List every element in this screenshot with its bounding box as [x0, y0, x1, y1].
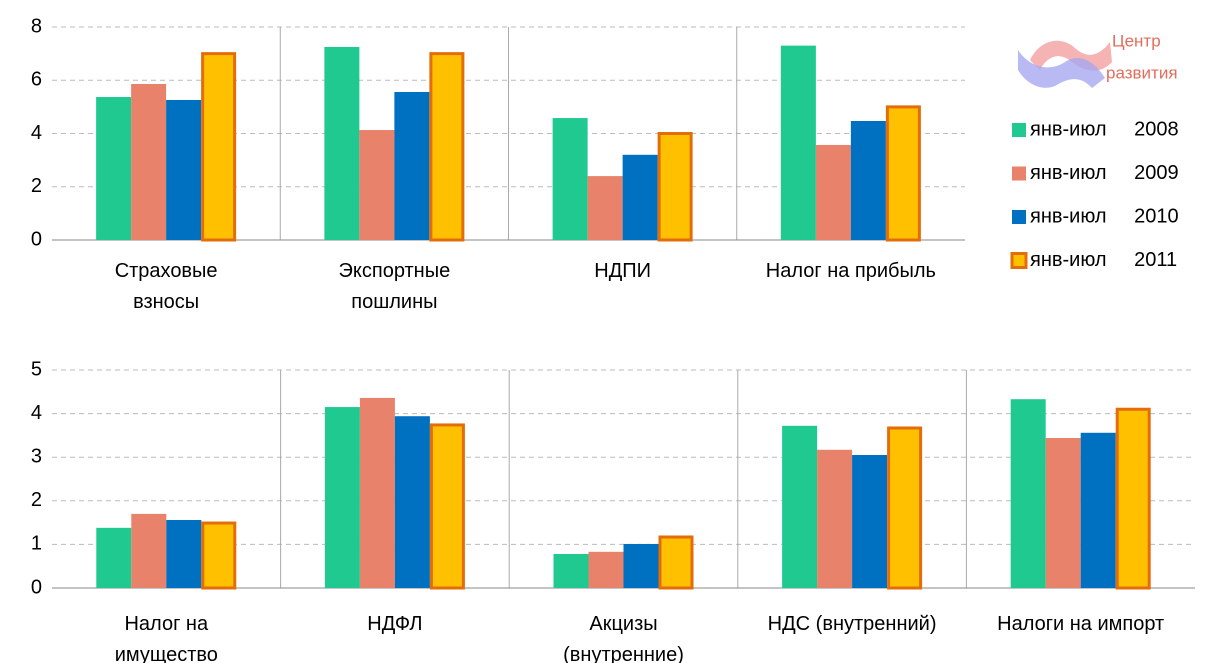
bar: [623, 543, 659, 588]
legend-swatch: [1010, 252, 1028, 269]
bar: [131, 513, 167, 588]
bar: [782, 425, 818, 588]
bar: [588, 551, 624, 588]
x-tick-label-line: пошлины: [351, 291, 437, 313]
x-tick-label: Налоги на импорт: [997, 613, 1164, 635]
x-tick-label-line: имущество: [115, 644, 218, 663]
bar: [657, 132, 693, 242]
bar: [852, 455, 888, 588]
bar: [1010, 399, 1046, 588]
bar: [359, 397, 395, 588]
bar: [324, 46, 360, 240]
bar: [553, 553, 589, 588]
y-tick-label: 5: [31, 358, 42, 380]
legend-text: янв-июл 2011: [1030, 249, 1177, 271]
bar: [1045, 438, 1081, 588]
y-tick-label: 6: [31, 69, 42, 91]
x-tick-label: Налог на имущество: [115, 613, 218, 663]
bar: [850, 120, 886, 240]
y-tick-label: 4: [31, 122, 42, 144]
x-tick-label: Налог на прибыль: [766, 260, 936, 282]
logo: Центр развития: [1018, 31, 1178, 88]
x-tick-label-line: взносы: [133, 291, 199, 313]
y-tick-label: 3: [31, 445, 42, 467]
bar: [131, 83, 167, 240]
bar: [201, 521, 237, 590]
bar: [394, 91, 430, 240]
x-tick-label-line: Налог на: [124, 613, 208, 635]
x-tick-label-line: (внутренние): [563, 644, 684, 663]
logo-text: Центр: [1112, 31, 1161, 50]
bar: [780, 45, 816, 241]
bar: [201, 52, 237, 242]
bar: [622, 154, 658, 240]
bar: [887, 426, 923, 590]
bar: [1115, 407, 1151, 590]
y-tick-label: 8: [31, 15, 42, 37]
bar: [552, 118, 588, 240]
x-tick-label-line: Налог на прибыль: [766, 260, 936, 282]
x-tick-label: Акцизы (внутренние): [563, 613, 684, 663]
bar: [587, 176, 623, 240]
x-tick-label-line: Акцизы: [589, 613, 657, 635]
bar: [96, 97, 132, 241]
x-tick-label: Страховые взносы: [115, 260, 218, 313]
bar: [324, 407, 360, 588]
x-tick-label: НДФЛ: [367, 613, 422, 635]
logo-text: развития: [1106, 63, 1178, 82]
bar: [394, 416, 430, 588]
x-tick-label: НДС (внутренний): [768, 613, 937, 635]
x-tick-label-line: Экспортные: [339, 260, 451, 282]
legend-text: янв-июл 2010: [1030, 205, 1179, 227]
bar: [817, 449, 853, 588]
bar: [166, 519, 202, 588]
x-tick-label-line: Страховые: [115, 260, 218, 282]
bar: [815, 144, 851, 240]
legend-text: янв-июл 2008: [1030, 118, 1179, 140]
logo-shape: [1018, 50, 1105, 88]
y-tick-label: 4: [31, 402, 42, 424]
bar: [885, 105, 921, 242]
bar: [166, 99, 202, 240]
bar: [429, 52, 465, 242]
bar: [1080, 432, 1116, 588]
legend-swatch: [1012, 123, 1026, 137]
x-tick-label-line: Налоги на импорт: [997, 613, 1164, 635]
legend-text: янв-июл 2009: [1030, 162, 1179, 184]
y-tick-label: 2: [31, 175, 42, 197]
legend-swatch: [1012, 166, 1026, 181]
x-tick-label-line: НДФЛ: [367, 613, 422, 635]
bar: [96, 527, 132, 588]
x-tick-label-line: НДС (внутренний): [768, 613, 937, 635]
bar: [658, 535, 694, 590]
x-tick-label: Экспортные пошлины: [339, 260, 451, 313]
legend-swatch: [1012, 210, 1026, 224]
y-tick-label: 0: [31, 228, 42, 250]
x-tick-label-line: НДПИ: [594, 260, 651, 282]
y-tick-label: 1: [31, 533, 42, 555]
y-tick-label: 0: [31, 576, 42, 598]
x-tick-label: НДПИ: [594, 260, 651, 282]
y-tick-label: 2: [31, 489, 42, 511]
bar: [429, 423, 465, 590]
bar: [359, 130, 395, 240]
